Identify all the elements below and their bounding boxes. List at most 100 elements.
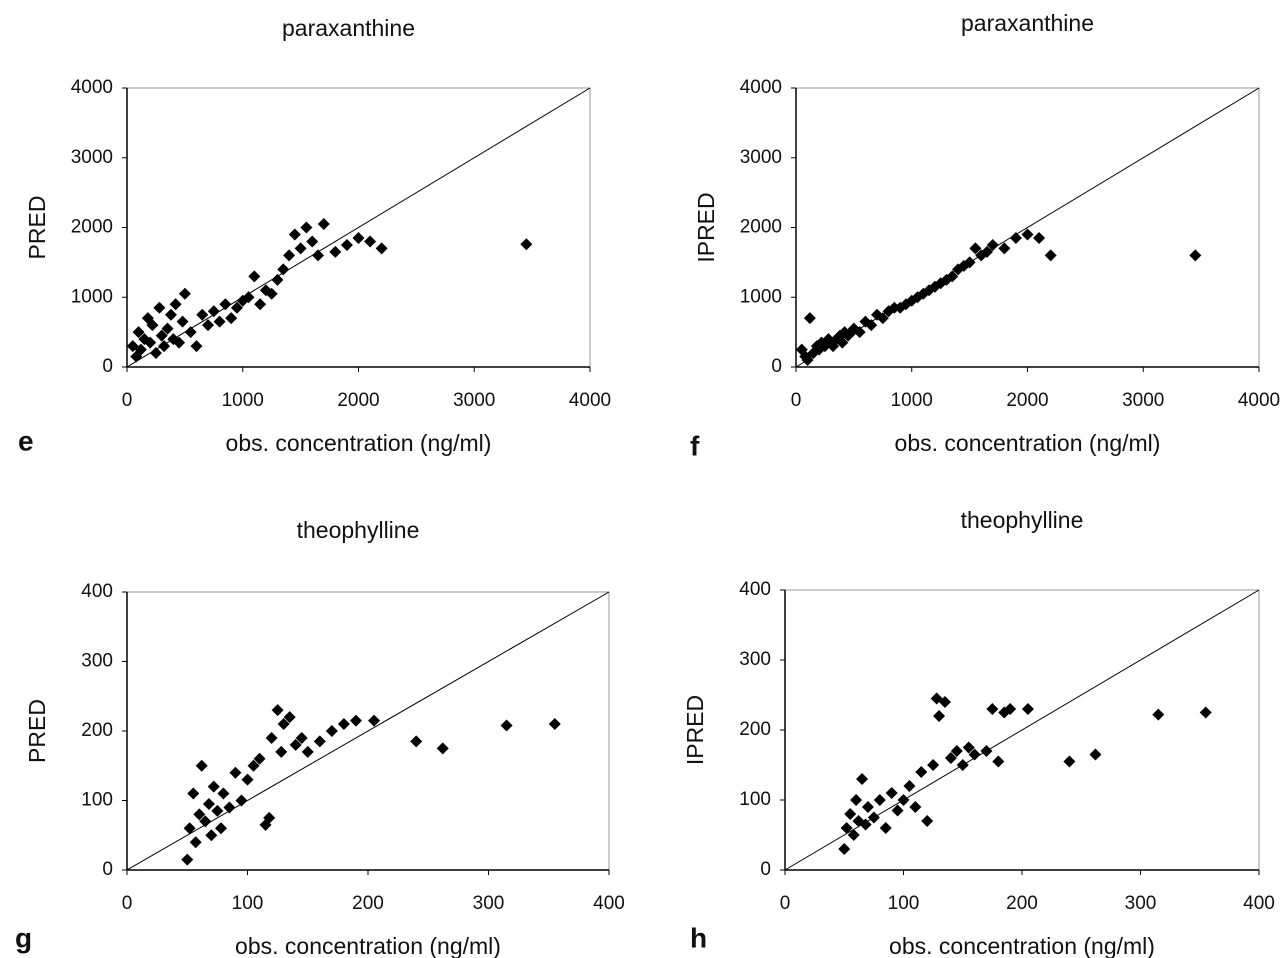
data-point	[340, 238, 353, 251]
data-point	[283, 711, 296, 724]
data-point	[963, 256, 976, 269]
data-point	[986, 703, 999, 715]
y-axis-label: PRED	[24, 196, 50, 260]
data-point	[980, 245, 993, 258]
data-point	[275, 745, 288, 758]
y-tick-label: 100	[739, 789, 771, 810]
y-tick-label: 300	[81, 651, 113, 672]
data-point	[277, 718, 290, 731]
y-axis-label: IPRED	[693, 192, 719, 262]
data-point	[1021, 228, 1034, 241]
y-tick-label: 4000	[71, 77, 113, 98]
data-point	[263, 811, 276, 824]
x-tick-label: 3000	[1122, 390, 1164, 411]
data-point	[225, 312, 238, 325]
data-point	[873, 794, 886, 806]
identity-line	[784, 589, 1260, 871]
data-point	[207, 780, 220, 793]
data-point	[242, 291, 255, 304]
data-point	[998, 242, 1011, 255]
data-point	[144, 336, 157, 349]
y-tick-label: 2000	[71, 217, 113, 238]
data-point	[375, 242, 388, 255]
data-point	[219, 298, 232, 311]
y-tick-label: 3000	[740, 147, 782, 168]
data-point	[986, 238, 999, 251]
data-point	[876, 312, 889, 325]
data-point	[193, 808, 206, 821]
data-point	[969, 242, 982, 255]
data-point	[1089, 748, 1102, 761]
data-point	[169, 298, 182, 311]
x-tick-label: 0	[122, 893, 133, 914]
panel-label: f	[690, 430, 700, 461]
data-point	[132, 326, 145, 339]
data-point	[500, 719, 513, 732]
panel: 0 100 200 300 400 0 100 200 300 400 theophylline ob…	[682, 507, 1275, 958]
data-point	[368, 714, 381, 727]
data-point	[158, 340, 171, 353]
data-point	[277, 263, 290, 276]
data-point	[181, 853, 194, 866]
data-point	[903, 780, 916, 792]
data-point	[271, 273, 284, 286]
data-point	[146, 319, 159, 332]
data-point	[271, 704, 284, 717]
x-tick-label: 200	[1006, 893, 1038, 914]
data-point	[288, 228, 301, 241]
data-point	[1004, 703, 1017, 715]
data-point	[962, 741, 975, 754]
data-point	[189, 836, 202, 849]
data-point	[853, 326, 866, 339]
data-point	[176, 315, 189, 328]
chart-title: theophylline	[297, 517, 420, 543]
panel-label: g	[15, 922, 32, 953]
chart-title: paraxanthine	[961, 10, 1094, 36]
data-point	[161, 322, 174, 335]
y-tick-label: 1000	[71, 286, 113, 307]
x-tick-label: 300	[473, 893, 505, 914]
data-point	[856, 773, 869, 785]
data-point	[254, 298, 267, 311]
data-point	[248, 270, 261, 283]
x-tick-label: 4000	[1238, 390, 1280, 411]
data-point	[205, 829, 218, 842]
data-point	[202, 797, 215, 810]
data-point	[349, 714, 362, 727]
data-point	[956, 759, 969, 771]
data-point	[352, 231, 365, 244]
data-point	[968, 748, 981, 761]
x-tick-label: 300	[1125, 893, 1157, 914]
data-point	[265, 287, 278, 300]
y-tick-label: 400	[81, 581, 113, 602]
identity-line	[126, 87, 591, 368]
x-axis-label: obs. concentration (ng/ml)	[235, 933, 501, 958]
x-tick-label: 200	[352, 893, 384, 914]
data-point	[247, 759, 260, 772]
data-point	[865, 319, 878, 332]
data-point	[294, 242, 307, 255]
data-point	[265, 731, 278, 744]
data-point	[861, 801, 874, 813]
data-point	[155, 329, 168, 342]
data-point	[1152, 708, 1165, 721]
data-point	[190, 340, 203, 353]
data-point	[436, 742, 449, 755]
data-point	[891, 804, 904, 817]
y-tick-label: 1000	[740, 286, 782, 307]
x-axis-label: obs. concentration (ng/ml)	[895, 430, 1161, 456]
data-point	[153, 301, 166, 314]
data-point	[313, 735, 326, 748]
data-point	[915, 766, 928, 778]
data-point	[838, 843, 851, 855]
data-point	[859, 818, 872, 831]
data-point	[933, 710, 946, 722]
data-point	[306, 235, 319, 248]
chart-title: paraxanthine	[282, 15, 415, 41]
x-tick-label: 3000	[453, 390, 495, 411]
data-point	[183, 822, 196, 835]
data-point	[836, 336, 849, 349]
data-point	[1033, 231, 1046, 244]
y-tick-label: 4000	[740, 77, 782, 98]
data-point	[897, 794, 910, 806]
